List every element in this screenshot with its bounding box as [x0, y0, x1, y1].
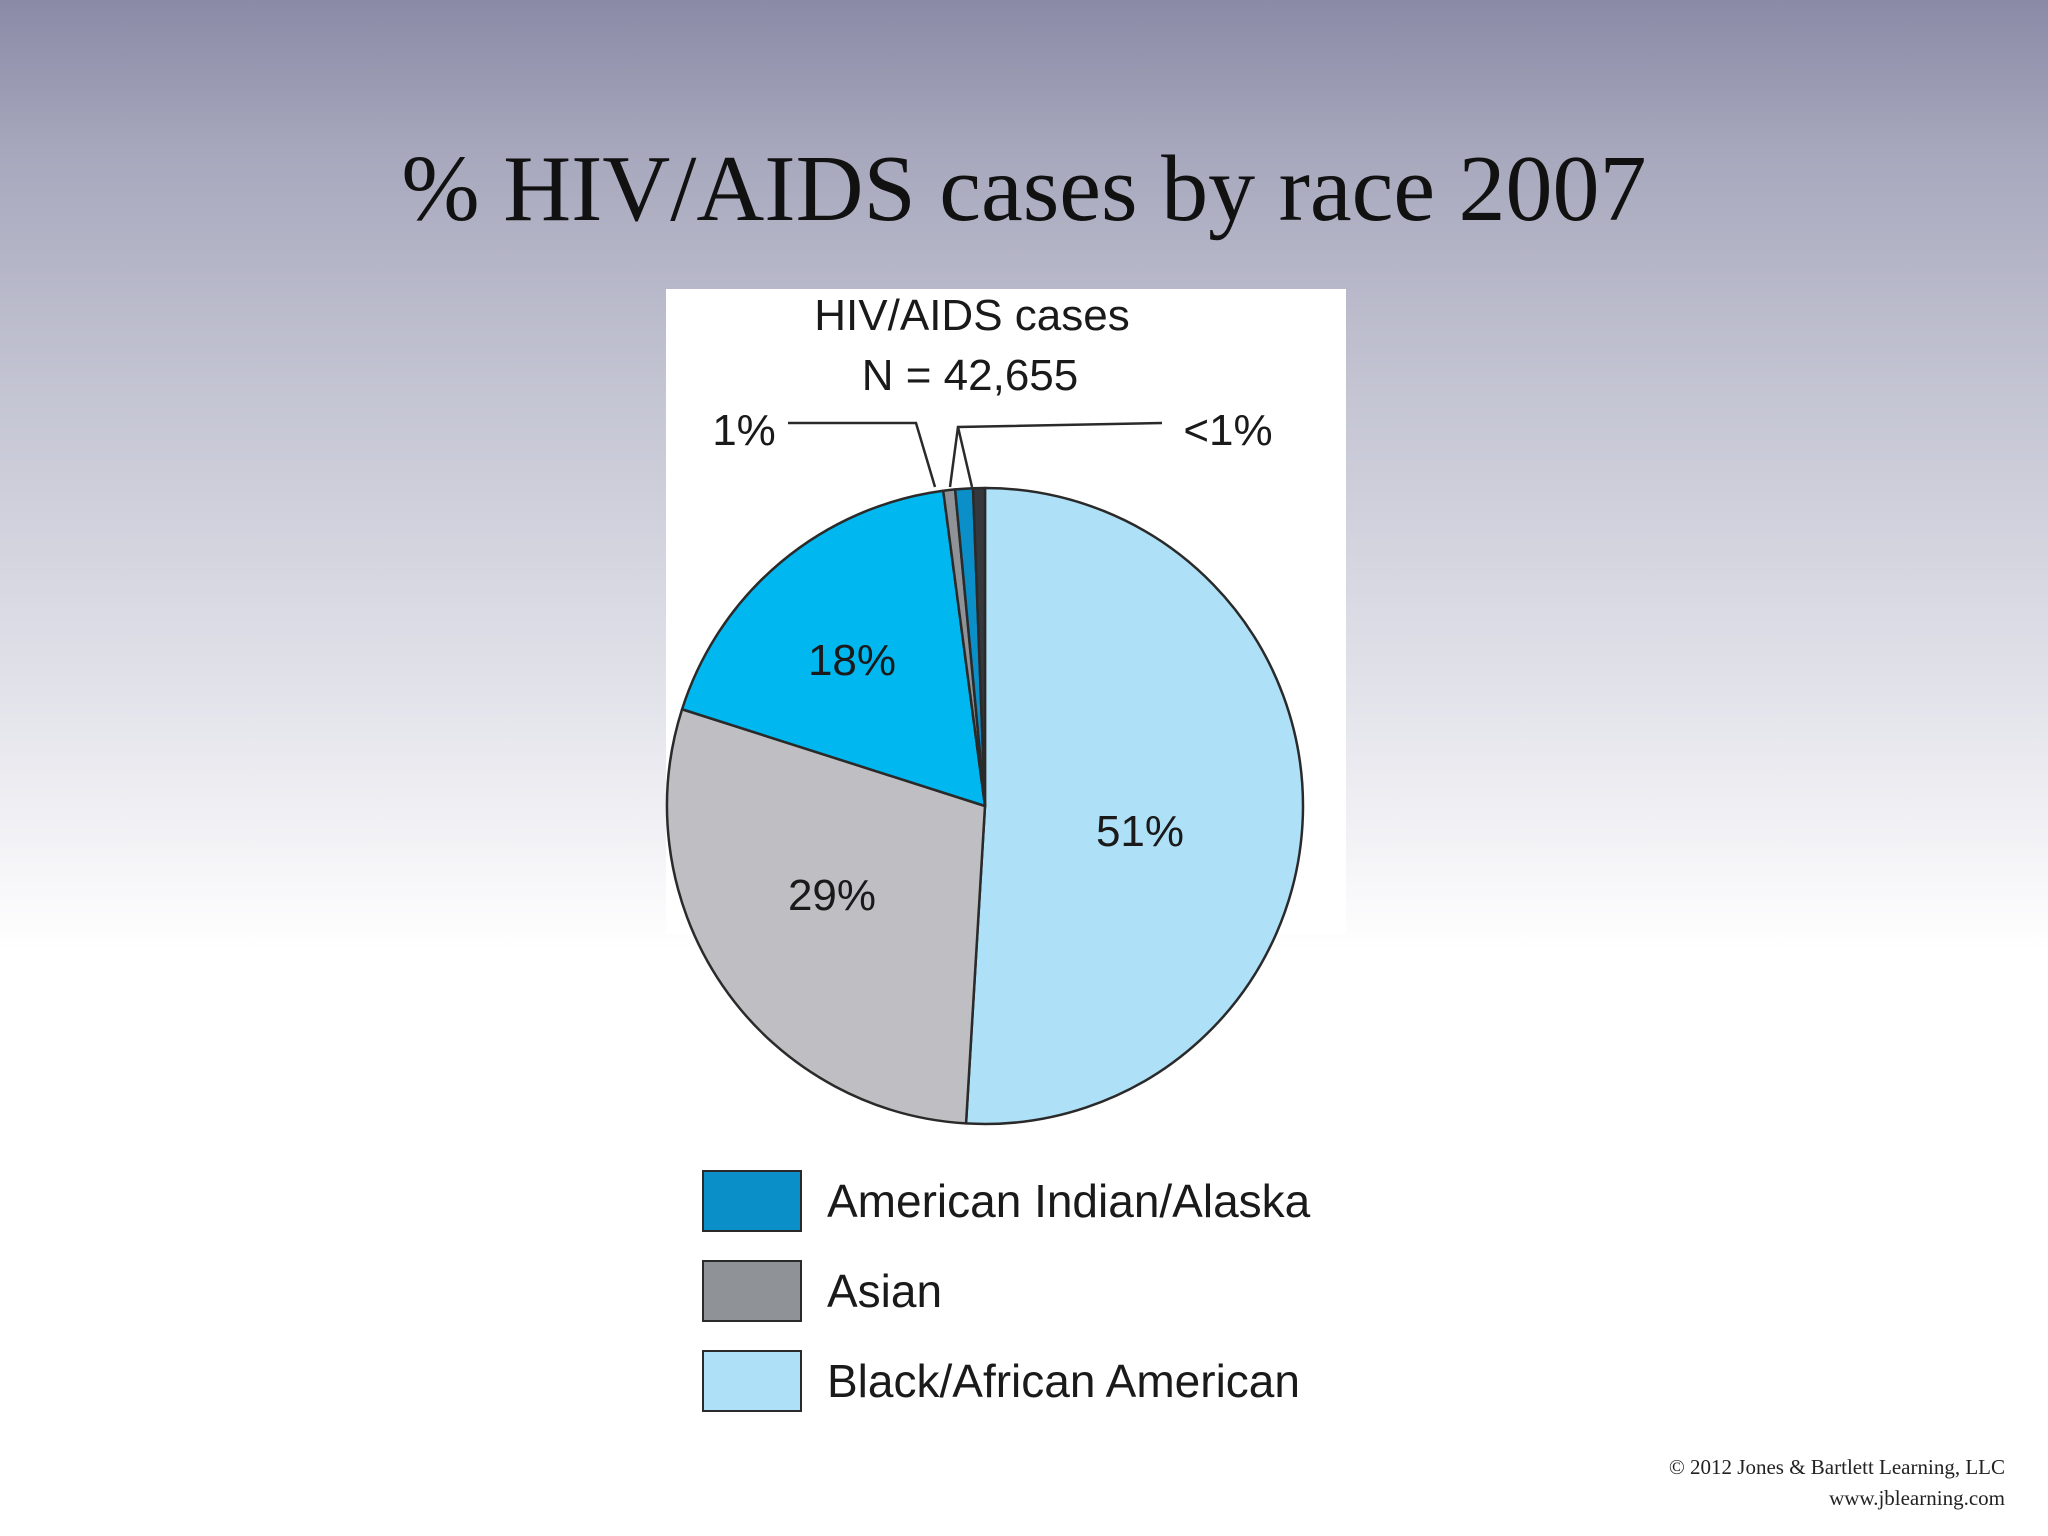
- leader-lines: [788, 421, 1163, 488]
- leader-line-1pct: [788, 421, 937, 488]
- slice-label-1: 1%: [712, 406, 776, 455]
- copyright-notice: © 2012 Jones & Bartlett Learning, LLC ww…: [1669, 1452, 2005, 1514]
- legend-swatch: [702, 1350, 802, 1412]
- copyright-line: © 2012 Jones & Bartlett Learning, LLC: [1668, 1455, 2005, 1479]
- slice-label-18: 18%: [808, 636, 896, 685]
- legend-label: Black/African American: [827, 1355, 1300, 1407]
- legend-label: American Indian/Alaska: [827, 1175, 1311, 1227]
- slice-label-29: 29%: [788, 871, 876, 920]
- slide-title: % HIV/AIDS cases by race 2007: [401, 137, 1647, 241]
- legend-swatch: [702, 1170, 802, 1232]
- slice-label-51: 51%: [1096, 807, 1184, 856]
- pie-slice-5: [971, 486, 987, 808]
- pie-slice-2: [680, 489, 987, 808]
- leader-line-lt1pct-a: [948, 421, 1163, 488]
- chart-title: HIV/AIDS cases: [814, 291, 1129, 340]
- chart-subtitle: N = 42,655: [862, 351, 1079, 400]
- chart-legend: American Indian/Alaska Asian Black/Afric…: [702, 1170, 1382, 1440]
- publisher-url: www.jblearning.com: [1829, 1486, 2005, 1510]
- slice-label-lt1: <1%: [1183, 406, 1272, 455]
- legend-swatch: [702, 1260, 802, 1322]
- pie-slice-0: [964, 486, 1305, 1126]
- legend-item-asian: Asian: [702, 1260, 1382, 1350]
- legend-item-black-african-american: Black/African American: [702, 1350, 1382, 1440]
- slice-labels: 51% 29% 18% 1% <1%: [712, 406, 1272, 920]
- legend-label: Asian: [827, 1265, 943, 1317]
- legend-item-american-indian: American Indian/Alaska: [702, 1170, 1382, 1260]
- pie-slice-1: [665, 708, 987, 1125]
- pie-slices: [665, 486, 1305, 1126]
- leader-line-lt1pct-b: [956, 426, 974, 488]
